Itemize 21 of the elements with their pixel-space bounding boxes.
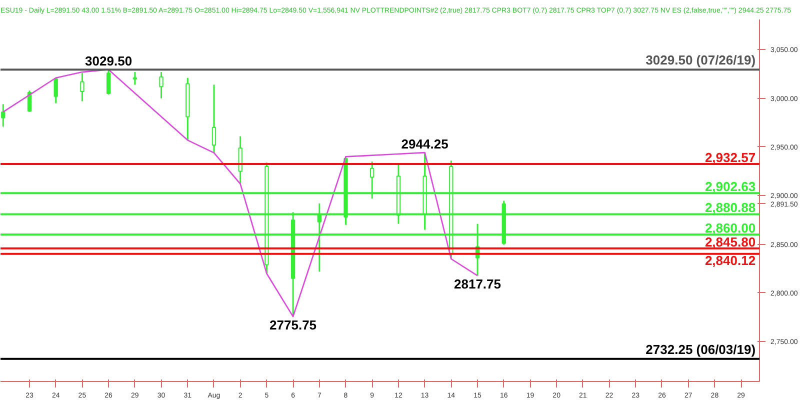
ref-line-label: 3029.50 (07/26/19) (646, 52, 756, 68)
ref-line-label: 2,902.63 (704, 179, 756, 194)
ref-line-label: 2,845.80 (704, 234, 756, 250)
annotation: 3029.50 (85, 54, 132, 69)
candlestick (238, 136, 242, 185)
candlestick (54, 77, 58, 104)
ref-line-label: 2,932.57 (704, 150, 756, 165)
annotation: 2944.25 (401, 136, 448, 152)
candlestick (132, 71, 137, 86)
ref-line-label: 2,860.00 (704, 220, 756, 236)
candlestick (1, 103, 6, 128)
candlestick (159, 71, 164, 100)
candlestick (80, 72, 84, 102)
ref-line-label: 2,880.88 (704, 200, 756, 216)
ref-line-label: 2,840.12 (704, 252, 756, 268)
candlestick (212, 84, 216, 154)
annotation: 2817.75 (454, 276, 502, 292)
candlestick (27, 90, 32, 113)
candlestick (106, 68, 111, 96)
annotation: 2775.75 (270, 318, 317, 333)
ref-line-label: 2732.25 (06/03/19) (646, 342, 756, 357)
